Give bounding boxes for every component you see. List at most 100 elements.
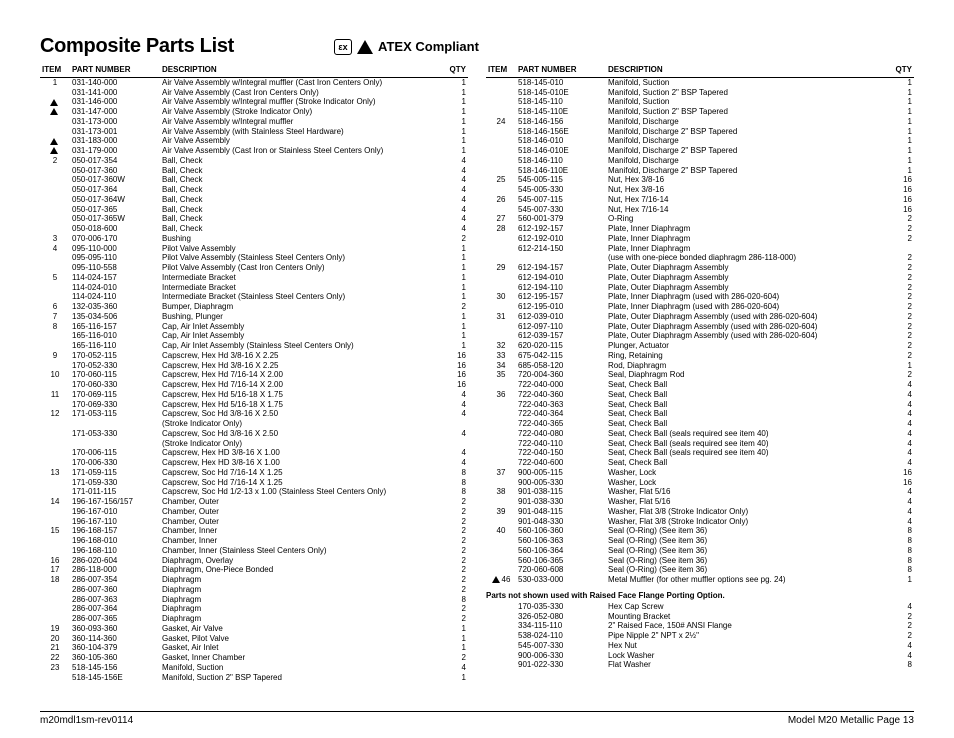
table-row: 722-040-365Seat, Check Ball4 — [486, 419, 914, 429]
col-qty: QTY — [446, 64, 468, 77]
table-row: 6132-035-360Bumper, Diaphragm2 — [40, 302, 468, 312]
table-row: 560-106-364Seal (O-Ring) (See item 36)8 — [486, 546, 914, 556]
cell-item — [486, 478, 516, 488]
cell-part-number: 612-194-157 — [516, 263, 606, 273]
cell-part-number: 518-145-110 — [516, 97, 606, 107]
cell-part-number: 171-011-115 — [70, 487, 160, 497]
col-desc: DESCRIPTION — [606, 64, 892, 77]
cell-description: Ball, Check — [160, 195, 446, 205]
cell-item — [486, 166, 516, 176]
cell-description: Chamber, Outer — [160, 507, 446, 517]
cell-description: Seal (O-Ring) (See item 36) — [606, 546, 892, 556]
warning-icon — [492, 576, 500, 583]
cell-description: Seal (O-Ring) (See item 36) — [606, 526, 892, 536]
cell-description: Air Valve Assembly (with Stainless Steel… — [160, 127, 446, 137]
table-row: 722-040-364Seat, Check Ball4 — [486, 409, 914, 419]
table-row: 35720-004-360Seal, Diaphragm Rod2 — [486, 370, 914, 380]
cell-qty: 1 — [446, 107, 468, 117]
cell-description: Capscrew, Soc Hd 7/16-14 X 1.25 — [160, 478, 446, 488]
table-row: 13171-059-115Capscrew, Soc Hd 7/16-14 X … — [40, 468, 468, 478]
table-row: 286-007-363Diaphragm8 — [40, 595, 468, 605]
cell-part-number: 170-006-115 — [70, 448, 160, 458]
cell-part-number: 050-017-360W — [70, 175, 160, 185]
cell-item: 8 — [40, 322, 70, 332]
cell-part-number: 901-038-330 — [516, 497, 606, 507]
cell-item — [486, 448, 516, 458]
cell-description: Plate, Inner Diaphragm (used with 286-02… — [606, 292, 892, 302]
cell-part-number: 560-106-363 — [516, 536, 606, 546]
cell-description: Air Valve Assembly (Cast Iron or Stainle… — [160, 146, 446, 156]
table-row: 286-007-360Diaphragm2 — [40, 585, 468, 595]
cell-item: 34 — [486, 361, 516, 371]
cell-item — [40, 224, 70, 234]
cell-description: Seat, Check Ball — [606, 458, 892, 468]
table-row: 050-017-365WBall, Check4 — [40, 214, 468, 224]
table-row: 16286-020-604Diaphragm, Overlay2 — [40, 556, 468, 566]
cell-item — [40, 185, 70, 195]
cell-item — [486, 283, 516, 293]
cell-part-number: 518-146-156 — [516, 117, 606, 127]
table-row: 26545-007-115Nut, Hex 7/16-1416 — [486, 195, 914, 205]
cell-part-number: 132-035-360 — [70, 302, 160, 312]
col-item: ITEM — [486, 64, 516, 77]
cell-qty: 4 — [892, 429, 914, 439]
cell-item — [40, 292, 70, 302]
table-row: 17286-118-000Diaphragm, One-Piece Bonded… — [40, 565, 468, 575]
cell-part-number: 722-040-000 — [516, 380, 606, 390]
cell-part-number: 196-168-110 — [70, 546, 160, 556]
cell-qty: 2 — [446, 546, 468, 556]
cell-item: 26 — [486, 195, 516, 205]
cell-item — [40, 166, 70, 176]
cell-part-number: 196-167-010 — [70, 507, 160, 517]
cell-qty: 4 — [892, 419, 914, 429]
cell-description: Diaphragm, Overlay — [160, 556, 446, 566]
cell-item — [486, 612, 516, 622]
cell-qty: 1 — [892, 575, 914, 585]
cell-item: 35 — [486, 370, 516, 380]
cell-item — [40, 458, 70, 468]
cell-qty: 16 — [892, 185, 914, 195]
cell-description: Plate, Inner Diaphragm — [606, 244, 892, 254]
table-row: 114-024-010Intermediate Bracket1 — [40, 283, 468, 293]
cell-item — [486, 439, 516, 449]
cell-part-number: 286-007-354 — [70, 575, 160, 585]
table-row: 21360-104-379Gasket, Air Inlet1 — [40, 643, 468, 653]
compliant-label: ATEX Compliant — [378, 39, 479, 54]
table-row: 28612-192-157Plate, Inner Diaphragm2 — [486, 224, 914, 234]
table-row: 33675-042-115Ring, Retaining2 — [486, 351, 914, 361]
table-row: 901-022-330Flat Washer8 — [486, 660, 914, 670]
cell-description: Air Valve Assembly w/Integral muffler (S… — [160, 97, 446, 107]
cell-qty: 4 — [892, 400, 914, 410]
cell-qty: 8 — [446, 595, 468, 605]
cell-description: Washer, Flat 5/16 — [606, 497, 892, 507]
cell-qty: 2 — [446, 556, 468, 566]
cell-qty: 4 — [446, 448, 468, 458]
table-row: 165-116-110Cap, Air Inlet Assembly (Stai… — [40, 341, 468, 351]
table-row: 901-038-330Washer, Flat 5/164 — [486, 497, 914, 507]
cell-qty: 1 — [446, 634, 468, 644]
cell-part-number: 196-168-157 — [70, 526, 160, 536]
table-row: 722-040-150Seat, Check Ball (seals requi… — [486, 448, 914, 458]
table-row: 612-039-157Plate, Outer Diaphragm Assemb… — [486, 331, 914, 341]
cell-item — [40, 127, 70, 137]
cell-item — [486, 77, 516, 87]
cell-qty: 8 — [446, 478, 468, 488]
warning-icon — [357, 40, 373, 54]
cell-qty: 1 — [446, 77, 468, 87]
cell-part-number: 031-141-000 — [70, 88, 160, 98]
atex-compliant-block: εx ATEX Compliant — [334, 39, 479, 55]
cell-description: Pipe Nipple 2" NPT x 2½" — [606, 631, 892, 641]
cell-description: Hex Nut — [606, 641, 892, 651]
cell-description: Plate, Outer Diaphragm Assembly — [606, 263, 892, 273]
cell-description: Nut, Hex 7/16-14 — [606, 205, 892, 215]
parts-columns: ITEM PART NUMBER DESCRIPTION QTY 1031-14… — [40, 64, 914, 682]
table-row: 050-017-364WBall, Check4 — [40, 195, 468, 205]
cell-part-number — [516, 253, 606, 263]
page-title: Composite Parts List — [40, 35, 234, 58]
cell-description: Seat, Check Ball — [606, 409, 892, 419]
cell-part-number: 722-040-364 — [516, 409, 606, 419]
cell-description: Manifold, Suction — [160, 663, 446, 673]
cell-part-number: 114-024-157 — [70, 273, 160, 283]
table-row: 196-167-110Chamber, Outer2 — [40, 517, 468, 527]
cell-qty: 4 — [892, 602, 914, 612]
